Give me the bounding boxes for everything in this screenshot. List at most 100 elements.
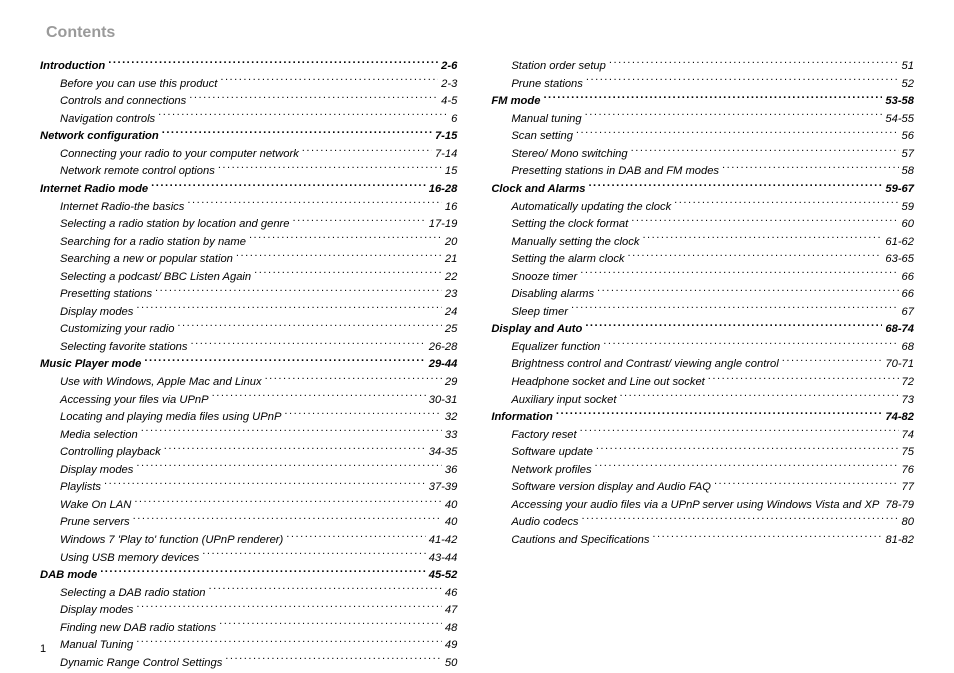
toc-entry: Customizing your radio 25 (40, 321, 457, 339)
toc-entry: Manual tuning 54-55 (491, 111, 914, 129)
toc-leader-dots (642, 233, 882, 244)
toc-label: FM mode (491, 93, 540, 110)
toc-entry: Scan setting 56 (491, 128, 914, 146)
toc-leader-dots (136, 304, 442, 315)
toc-entry: Stereo/ Mono switching 57 (491, 146, 914, 164)
toc-label: Manual Tuning (60, 637, 133, 654)
toc-label: Stereo/ Mono switching (511, 146, 627, 163)
toc-leader-dots (580, 426, 899, 437)
toc-entry: Software version display and Audio FAQ 7… (491, 479, 914, 497)
toc-label: Internet Radio-the basics (60, 199, 184, 216)
toc-label: Accessing your files via UPnP (60, 392, 209, 409)
toc-label: Selecting a podcast/ BBC Listen Again (60, 269, 251, 286)
toc-leader-dots (212, 391, 426, 402)
toc-leader-dots (164, 444, 426, 455)
toc-label: Brightness control and Contrast/ viewing… (511, 356, 778, 373)
toc-page: 26-28 (429, 339, 458, 356)
toc-leader-dots (580, 269, 898, 280)
toc-label: Manually setting the clock (511, 234, 639, 251)
toc-label: Information (491, 409, 553, 426)
toc-leader-dots (619, 391, 898, 402)
toc-page: 40 (445, 514, 457, 531)
toc-label: Media selection (60, 427, 138, 444)
toc-label: Display modes (60, 462, 133, 479)
toc-label: Presetting stations in DAB and FM modes (511, 163, 719, 180)
toc-entry: Presetting stations 23 (40, 286, 457, 304)
toc-leader-dots (652, 532, 882, 543)
toc-label: Finding new DAB radio stations (60, 620, 216, 637)
toc-page: 80 (902, 514, 914, 531)
toc-column-left: Introduction 2-6Before you can use this … (40, 58, 457, 672)
toc-page: 78-79 (885, 497, 914, 514)
toc-page: 52 (902, 76, 914, 93)
toc-page: 63-65 (885, 251, 914, 268)
toc-entry: Accessing your audio files via a UPnP se… (491, 497, 914, 515)
toc-leader-dots (162, 128, 432, 139)
toc-leader-dots (722, 163, 899, 174)
toc-page: 47 (445, 602, 457, 619)
toc-label: Equalizer function (511, 339, 600, 356)
toc-label: Display and Auto (491, 321, 582, 338)
toc-label: Presetting stations (60, 286, 152, 303)
toc-entry: Media selection 33 (40, 426, 457, 444)
toc-page: 36 (445, 462, 457, 479)
toc-leader-dots (603, 339, 898, 350)
toc-leader-dots (219, 620, 442, 631)
toc-leader-dots (155, 286, 442, 297)
toc-entry: Searching for a radio station by name 20 (40, 233, 457, 251)
toc-entry: Audio codecs 80 (491, 514, 914, 532)
toc-label: Searching for a radio station by name (60, 234, 246, 251)
toc-leader-dots (628, 251, 883, 262)
toc-leader-dots (144, 356, 425, 367)
toc-entry: Wake On LAN 40 (40, 497, 457, 515)
toc-page: 75 (902, 444, 914, 461)
toc-page: 53-58 (885, 93, 914, 110)
toc-entry: Cautions and Specifications 81-82 (491, 532, 914, 550)
toc-leader-dots (218, 163, 442, 174)
toc-page: 59 (902, 199, 914, 216)
toc-leader-dots (585, 321, 882, 332)
toc-entry: Selecting a podcast/ BBC Listen Again 22 (40, 269, 457, 287)
toc-page: 68-74 (885, 321, 914, 338)
toc-column-right: Station order setup 51Prune stations 52F… (491, 58, 914, 672)
toc-page: 32 (445, 409, 457, 426)
toc-label: Setting the clock format (511, 216, 628, 233)
toc-entry: Selecting a radio station by location an… (40, 216, 457, 234)
toc-leader-dots (708, 374, 899, 385)
toc-leader-dots (556, 409, 883, 420)
toc-label: Scan setting (511, 128, 573, 145)
toc-entry: Headphone socket and Line out socket 72 (491, 374, 914, 392)
toc-entry: Factory reset 74 (491, 426, 914, 444)
toc-page: 60 (902, 216, 914, 233)
toc-entry: Snooze timer 66 (491, 269, 914, 287)
toc-leader-dots (609, 58, 899, 69)
toc-leader-dots (582, 514, 899, 525)
toc-leader-dots (588, 181, 882, 192)
toc-entry: Station order setup 51 (491, 58, 914, 76)
toc-page: 33 (445, 427, 457, 444)
toc-entry: Use with Windows, Apple Mac and Linux 29 (40, 374, 457, 392)
toc-label: Locating and playing media files using U… (60, 409, 281, 426)
toc-section: Music Player mode 29-44 (40, 356, 457, 374)
toc-entry: Presetting stations in DAB and FM modes … (491, 163, 914, 181)
toc-label: Searching a new or popular station (60, 251, 233, 268)
toc-page: 40 (445, 497, 457, 514)
toc-label: Connecting your radio to your computer n… (60, 146, 299, 163)
toc-page: 57 (902, 146, 914, 163)
toc-leader-dots (136, 637, 442, 648)
toc-entry: Dynamic Range Control Settings 50 (40, 655, 457, 673)
toc-page: 2-6 (441, 58, 457, 75)
toc-entry: Display modes 36 (40, 462, 457, 480)
toc-page: 34-35 (429, 444, 458, 461)
toc-entry: Brightness control and Contrast/ viewing… (491, 356, 914, 374)
toc-page: 43-44 (429, 550, 458, 567)
toc-label: Network remote control options (60, 163, 215, 180)
toc-leader-dots (631, 216, 898, 227)
toc-label: Automatically updating the clock (511, 199, 671, 216)
toc-section: Clock and Alarms 59-67 (491, 181, 914, 199)
toc-label: Audio codecs (511, 514, 578, 531)
toc-section: Introduction 2-6 (40, 58, 457, 76)
toc-leader-dots (202, 549, 425, 560)
page-number: 1 (40, 643, 46, 655)
toc-label: Customizing your radio (60, 321, 174, 338)
